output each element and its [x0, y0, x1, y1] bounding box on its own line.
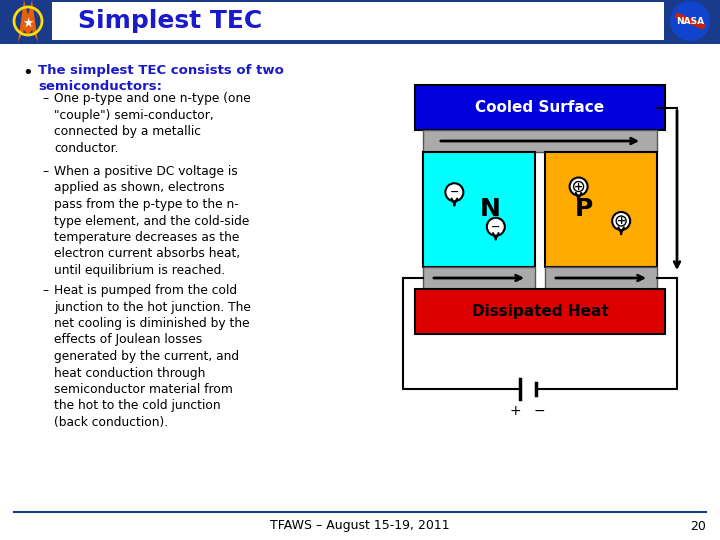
- Bar: [423, 152, 535, 267]
- Text: NASA: NASA: [676, 17, 704, 25]
- Bar: [545, 267, 657, 289]
- Circle shape: [570, 178, 588, 195]
- Circle shape: [446, 183, 464, 201]
- Text: 20: 20: [690, 519, 706, 532]
- Text: –: –: [42, 284, 48, 297]
- Text: –: –: [42, 165, 48, 178]
- Text: −: −: [534, 404, 545, 418]
- Bar: [423, 130, 657, 152]
- Bar: [415, 85, 665, 130]
- Text: When a positive DC voltage is
applied as shown, electrons
pass from the p-type t: When a positive DC voltage is applied as…: [54, 165, 249, 277]
- Text: +: +: [510, 404, 521, 418]
- Text: TFAWS – August 15-19, 2011: TFAWS – August 15-19, 2011: [270, 519, 450, 532]
- Text: The simplest TEC consists of two
semiconductors:: The simplest TEC consists of two semicon…: [38, 64, 284, 93]
- Text: N: N: [480, 198, 500, 221]
- Text: Cooled Surface: Cooled Surface: [475, 100, 605, 115]
- Text: −: −: [450, 187, 459, 197]
- Text: +: +: [574, 181, 583, 192]
- Circle shape: [574, 181, 584, 192]
- Text: −: −: [491, 222, 500, 232]
- Text: •: •: [22, 64, 32, 82]
- Circle shape: [6, 0, 50, 43]
- Circle shape: [487, 218, 505, 236]
- Text: One p-type and one n-type (one
"couple") semi-conductor,
connected by a metallic: One p-type and one n-type (one "couple")…: [54, 92, 251, 154]
- Text: Heat is pumped from the cold
junction to the hot junction. The
net cooling is di: Heat is pumped from the cold junction to…: [54, 284, 251, 429]
- Bar: [545, 152, 657, 267]
- Bar: [415, 289, 665, 334]
- Bar: [423, 267, 535, 289]
- Circle shape: [616, 216, 626, 226]
- Text: Dissipated Heat: Dissipated Heat: [472, 304, 608, 319]
- Circle shape: [612, 212, 630, 230]
- Text: +: +: [616, 216, 626, 226]
- Text: Simplest TEC: Simplest TEC: [78, 9, 262, 33]
- Text: –: –: [42, 92, 48, 105]
- Polygon shape: [18, 0, 38, 42]
- Text: P: P: [575, 198, 593, 221]
- Bar: [52, 2, 664, 40]
- Circle shape: [670, 1, 710, 41]
- Bar: [0, 41, 720, 44]
- Bar: [0, 0, 720, 42]
- Text: ★: ★: [22, 17, 34, 30]
